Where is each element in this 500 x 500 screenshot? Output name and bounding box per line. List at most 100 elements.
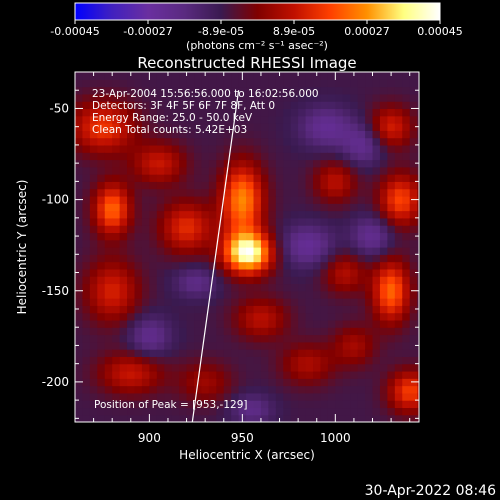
heatmap-cell	[275, 276, 284, 285]
heatmap-cell	[194, 356, 203, 365]
heatmap-cell	[275, 203, 284, 212]
heatmap-cell	[379, 400, 388, 409]
heatmap-cell	[89, 152, 98, 161]
heatmap-cell	[223, 210, 232, 219]
heatmap-cell	[350, 349, 359, 357]
heatmap-cell	[231, 137, 240, 146]
heatmap-cell	[350, 319, 359, 328]
heatmap-cell	[372, 312, 381, 321]
heatmap-cell	[97, 349, 106, 357]
heatmap-cell	[379, 298, 388, 306]
heatmap-cell	[290, 79, 299, 88]
heatmap-cell	[402, 188, 411, 197]
heatmap-cell	[119, 217, 128, 226]
heatmap-cell	[104, 203, 113, 212]
heatmap-cell	[231, 363, 240, 372]
heatmap-cell	[260, 341, 269, 350]
heatmap-cell	[127, 181, 136, 190]
heatmap-cell	[417, 188, 419, 197]
heatmap-cell	[208, 203, 217, 212]
heatmap-cell	[253, 152, 262, 161]
heatmap-cell	[186, 217, 195, 226]
heatmap-cell	[127, 152, 136, 161]
heatmap-cell	[104, 319, 113, 328]
heatmap-cell	[320, 159, 329, 168]
heatmap-cell	[208, 327, 217, 336]
heatmap-cell	[372, 152, 381, 161]
heatmap-cell	[342, 283, 351, 292]
heatmap-cell	[223, 341, 232, 350]
heatmap-cell	[298, 407, 307, 416]
heatmap-cell	[238, 225, 247, 234]
heatmap-cell	[223, 137, 232, 146]
heatmap-cell	[327, 217, 336, 226]
heatmap-cell	[246, 370, 255, 379]
heatmap-cell	[141, 290, 150, 299]
heatmap-cell	[141, 130, 150, 139]
heatmap-cell	[409, 247, 418, 255]
heatmap-cell	[417, 93, 419, 102]
heatmap-cell	[313, 341, 322, 350]
heatmap-cell	[387, 319, 396, 328]
heatmap-cell	[149, 195, 158, 204]
heatmap-cell	[231, 232, 240, 241]
heatmap-cell	[342, 392, 351, 401]
heatmap-cell	[216, 305, 225, 314]
heatmap-cell	[119, 305, 128, 314]
heatmap-cell	[283, 130, 292, 139]
heatmap-cell	[231, 217, 240, 226]
heatmap-cell	[156, 407, 165, 416]
heatmap-cell	[216, 283, 225, 292]
heatmap-cell	[290, 370, 299, 379]
heatmap-cell	[208, 108, 217, 117]
heatmap-cell	[350, 181, 359, 190]
heatmap-cell	[275, 356, 284, 365]
heatmap-cell	[186, 298, 195, 306]
heatmap-cell	[186, 268, 195, 277]
heatmap-cell	[134, 188, 143, 197]
heatmap-cell	[298, 225, 307, 234]
heatmap-cell	[208, 334, 217, 343]
heatmap-cell	[253, 319, 262, 328]
heatmap-cell	[305, 108, 314, 117]
heatmap-cell	[268, 385, 277, 394]
heatmap-cell	[179, 232, 188, 241]
heatmap-cell	[298, 115, 307, 124]
heatmap-cell	[246, 144, 255, 153]
heatmap-cell	[194, 166, 203, 175]
heatmap-cell	[365, 276, 374, 285]
heatmap-cell	[275, 232, 284, 241]
heatmap-cell	[112, 203, 121, 212]
heatmap-cell	[179, 305, 188, 314]
heatmap-cell	[201, 334, 210, 343]
heatmap-cell	[201, 152, 210, 161]
heatmap-cell	[335, 86, 344, 95]
heatmap-cell	[97, 152, 106, 161]
heatmap-cell	[372, 283, 381, 292]
heatmap-cell	[119, 268, 128, 277]
heatmap-cell	[313, 247, 322, 255]
heatmap-cell	[164, 268, 173, 277]
heatmap-cell	[305, 217, 314, 226]
heatmap-cell	[127, 174, 136, 182]
heatmap-cell	[75, 400, 84, 409]
heatmap-cell	[394, 298, 403, 306]
heatmap-cell	[275, 327, 284, 336]
heatmap-cell	[216, 400, 225, 409]
heatmap-cell	[365, 210, 374, 219]
heatmap-cell	[194, 225, 203, 234]
heatmap-cell	[365, 334, 374, 343]
heatmap-cell	[238, 195, 247, 204]
heatmap-cell	[275, 93, 284, 102]
heatmap-cell	[260, 385, 269, 394]
heatmap-cell	[97, 268, 106, 277]
heatmap-cell	[112, 312, 121, 321]
heatmap-cell	[275, 290, 284, 299]
heatmap-cell	[186, 195, 195, 204]
heatmap-cell	[171, 276, 180, 285]
heatmap-cell	[394, 144, 403, 153]
heatmap-cell	[216, 232, 225, 241]
colorbar-tick-label: -0.00027	[123, 25, 172, 38]
heatmap-cell	[119, 276, 128, 285]
heatmap-cell	[186, 400, 195, 409]
